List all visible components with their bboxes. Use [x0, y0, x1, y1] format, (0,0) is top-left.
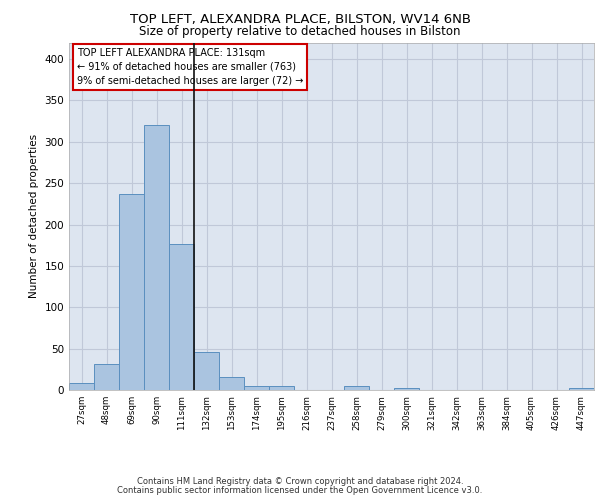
Bar	[219, 377, 244, 390]
Bar	[244, 386, 269, 390]
Bar	[194, 352, 219, 390]
Bar	[169, 244, 194, 390]
Bar	[394, 388, 419, 390]
Bar	[569, 388, 594, 390]
Bar	[69, 384, 94, 390]
Bar	[144, 125, 169, 390]
Y-axis label: Number of detached properties: Number of detached properties	[29, 134, 39, 298]
Text: TOP LEFT, ALEXANDRA PLACE, BILSTON, WV14 6NB: TOP LEFT, ALEXANDRA PLACE, BILSTON, WV14…	[130, 12, 470, 26]
Text: Size of property relative to detached houses in Bilston: Size of property relative to detached ho…	[139, 25, 461, 38]
Text: Contains public sector information licensed under the Open Government Licence v3: Contains public sector information licen…	[118, 486, 482, 495]
Text: TOP LEFT ALEXANDRA PLACE: 131sqm
← 91% of detached houses are smaller (763)
9% o: TOP LEFT ALEXANDRA PLACE: 131sqm ← 91% o…	[77, 48, 303, 86]
Bar	[344, 386, 369, 390]
Bar	[269, 386, 294, 390]
Bar	[119, 194, 144, 390]
Text: Contains HM Land Registry data © Crown copyright and database right 2024.: Contains HM Land Registry data © Crown c…	[137, 477, 463, 486]
Bar	[94, 364, 119, 390]
